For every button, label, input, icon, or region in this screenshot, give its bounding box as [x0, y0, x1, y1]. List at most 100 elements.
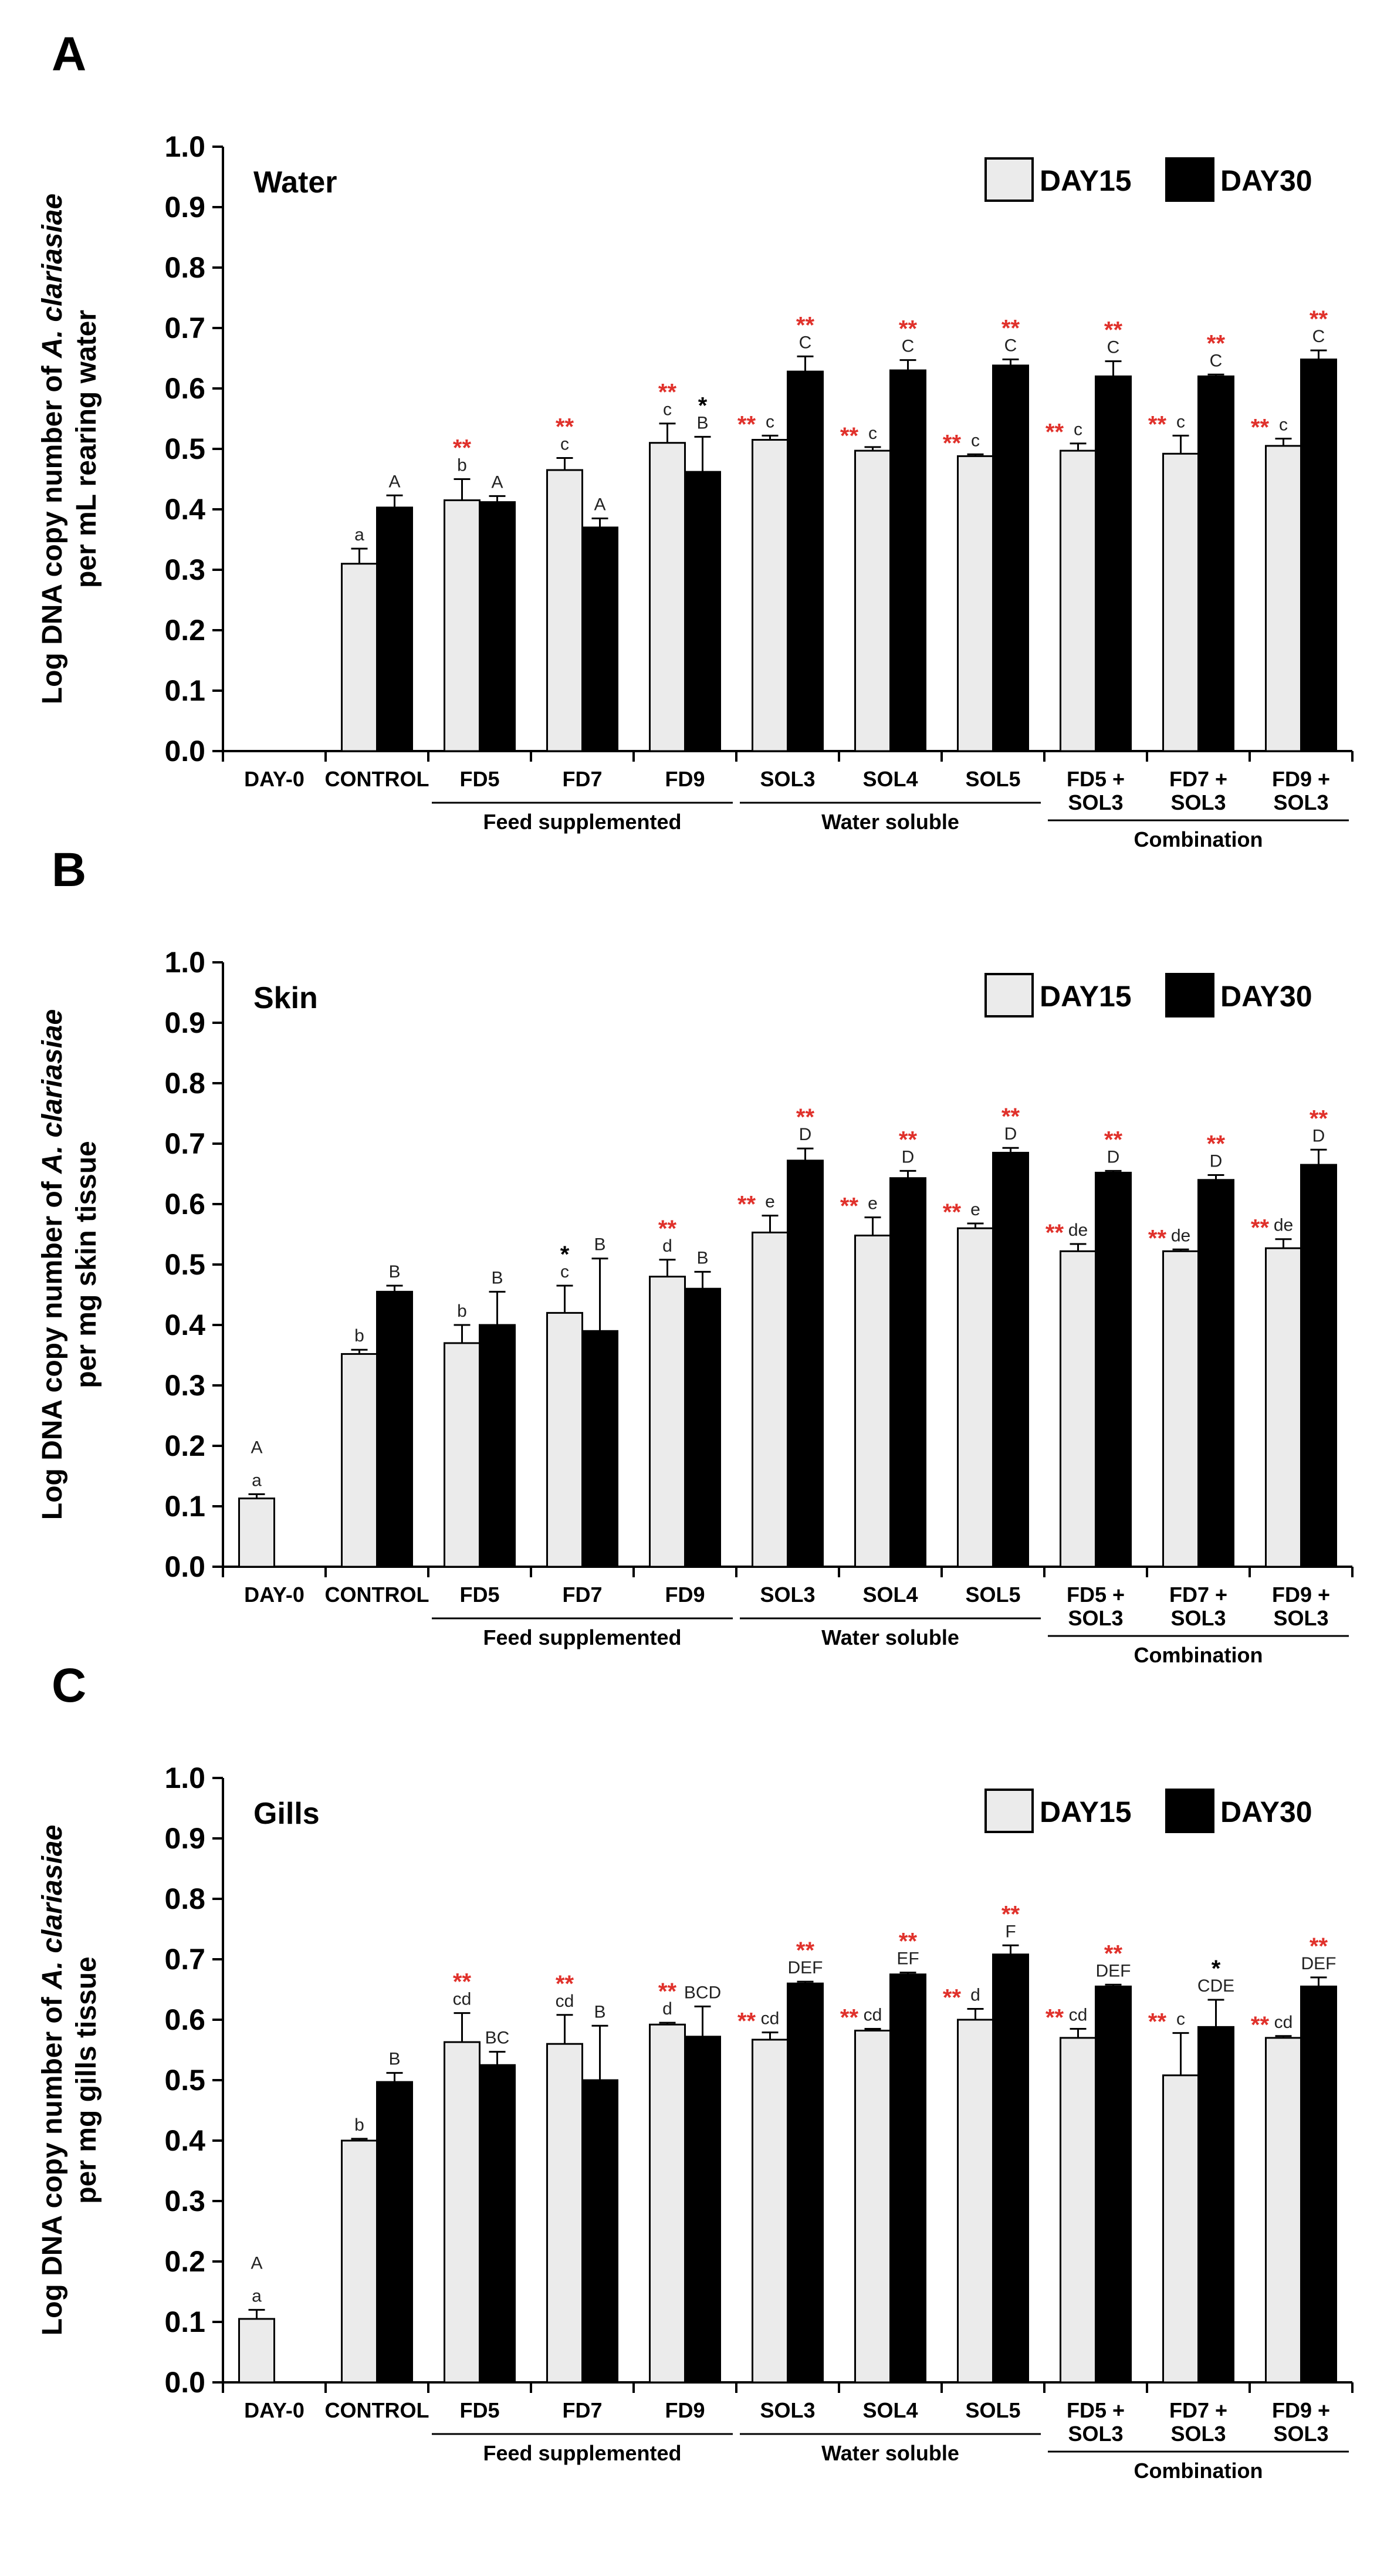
category-label: FD9 — [665, 1583, 705, 1607]
category-label: FD9 + — [1272, 767, 1330, 791]
significance-stars: ** — [840, 423, 859, 449]
significance-letter: a — [252, 2286, 262, 2305]
significance-letter: B — [491, 1268, 503, 1287]
category-label: SOL3 — [1170, 2422, 1226, 2446]
panel-letter: A — [52, 28, 86, 81]
significance-stars: ** — [1251, 1215, 1270, 1241]
y-tick-label: 0.3 — [164, 553, 205, 586]
significance-letter: c — [1074, 420, 1082, 440]
bar-day15 — [444, 1342, 481, 1568]
significance-letter: BC — [485, 2029, 510, 2048]
y-tick-label: 0.9 — [164, 1006, 205, 1039]
bar-day30 — [992, 1151, 1029, 1568]
bar-day15 — [957, 1227, 994, 1568]
significance-stars: * — [1212, 1956, 1221, 1982]
significance-letter: A — [491, 472, 503, 492]
significance-stars: ** — [1148, 1225, 1167, 1251]
y-tick-label: 0.5 — [164, 1248, 205, 1281]
significance-letter: e — [765, 1192, 775, 1212]
y-tick-label: 0.0 — [164, 2366, 205, 2399]
significance-stars: ** — [1310, 1933, 1328, 1959]
bar-day30 — [581, 2079, 618, 2384]
significance-letter: cd — [761, 2009, 780, 2029]
significance-letter: B — [696, 1248, 708, 1267]
y-axis-label-segment: per mL rearing water — [71, 310, 102, 588]
y-tick-label: 0.8 — [164, 1882, 205, 1915]
y-tick-label: 0.2 — [164, 614, 205, 647]
group-label: Water soluble — [821, 1625, 959, 1649]
y-tick-label: 0.7 — [164, 312, 205, 344]
category-label: SOL3 — [1068, 1606, 1123, 1630]
legend-label-day15: DAY15 — [1040, 1796, 1132, 1828]
panel-letter: B — [52, 843, 86, 897]
category-label: SOL3 — [760, 1583, 815, 1607]
significance-stars: ** — [899, 316, 918, 342]
significance-letter: a — [252, 1470, 262, 1490]
category-label: SOL4 — [862, 767, 918, 791]
significance-stars: ** — [1046, 2004, 1064, 2030]
category-label: DAY-0 — [244, 767, 304, 791]
y-tick-label: 1.0 — [164, 130, 205, 163]
bar-day15 — [1060, 2037, 1097, 2384]
bar-day15 — [1162, 452, 1199, 752]
significance-stars: ** — [1207, 330, 1226, 356]
group-label: Water soluble — [821, 2441, 959, 2465]
significance-stars: ** — [556, 414, 574, 440]
y-tick-label: 0.7 — [164, 1943, 205, 1976]
y-tick-label: 0.6 — [164, 1188, 205, 1221]
y-axis-label: Log DNA copy number of A. clariasiaeper … — [37, 194, 102, 704]
panel-c: C Log DNA copy number of A. clariasiaeper… — [37, 1659, 1354, 2483]
significance-stars: ** — [737, 1192, 756, 1218]
significance-letter: C — [1210, 351, 1223, 370]
y-tick-label: 0.8 — [164, 251, 205, 284]
category-label: FD9 — [665, 2398, 705, 2422]
legend-label-day30: DAY30 — [1220, 1796, 1312, 1828]
significance-stars: ** — [1104, 317, 1123, 343]
bar-day15 — [854, 1235, 891, 1568]
significance-letter: BCD — [684, 1983, 721, 2002]
y-axis-label-segment: Log DNA copy number of — [37, 1174, 68, 1520]
panel-title: Gills — [253, 1797, 320, 1831]
category-label: FD5 — [459, 767, 499, 791]
significance-letter: DEF — [1301, 1954, 1337, 1973]
significance-letter: c — [560, 434, 569, 454]
significance-letter: B — [594, 1235, 605, 1255]
category-label: DAY-0 — [244, 2398, 304, 2422]
significance-letter: cd — [864, 2005, 882, 2024]
significance-letter: C — [1312, 327, 1325, 346]
y-tick-label: 0.9 — [164, 1822, 205, 1855]
significance-stars: ** — [943, 1199, 962, 1225]
significance-letter: D — [799, 1125, 812, 1144]
significance-letter: c — [971, 431, 980, 450]
significance-letter: A — [251, 2253, 262, 2273]
significance-stars: ** — [737, 2009, 756, 2034]
bar-day30 — [684, 1287, 721, 1568]
significance-letter: A — [388, 472, 400, 491]
bar-day15 — [444, 499, 481, 752]
bar-day30 — [479, 1324, 516, 1568]
significance-stars: ** — [899, 1127, 918, 1152]
significance-stars: ** — [1104, 1941, 1123, 1966]
y-tick-label: 0.3 — [164, 2185, 205, 2217]
significance-letter: DEF — [788, 1958, 823, 1977]
bar-day15 — [752, 2039, 789, 2384]
significance-stars: ** — [796, 312, 815, 338]
legend-swatch-day15 — [984, 973, 1034, 1017]
y-axis-label-segment: per mg skin tissue — [71, 1141, 102, 1388]
group-label: Feed supplemented — [483, 2441, 681, 2465]
bar-day15 — [546, 469, 583, 752]
bar-day30 — [581, 1330, 618, 1568]
category-label: FD5 — [459, 1583, 499, 1607]
significance-stars: ** — [1001, 1901, 1020, 1927]
y-axis-label-segment: Log DNA copy number of — [37, 358, 68, 704]
y-tick-label: 0.0 — [164, 1550, 205, 1583]
significance-stars: ** — [840, 1194, 859, 1219]
significance-letter: C — [1107, 338, 1120, 357]
significance-letter: C — [799, 333, 812, 352]
significance-stars: ** — [1251, 2012, 1270, 2038]
significance-letter: B — [594, 2002, 605, 2021]
significance-letter: c — [663, 400, 672, 420]
significance-stars: ** — [453, 435, 472, 461]
bar-day30 — [787, 370, 824, 752]
significance-letter: c — [1176, 412, 1185, 431]
